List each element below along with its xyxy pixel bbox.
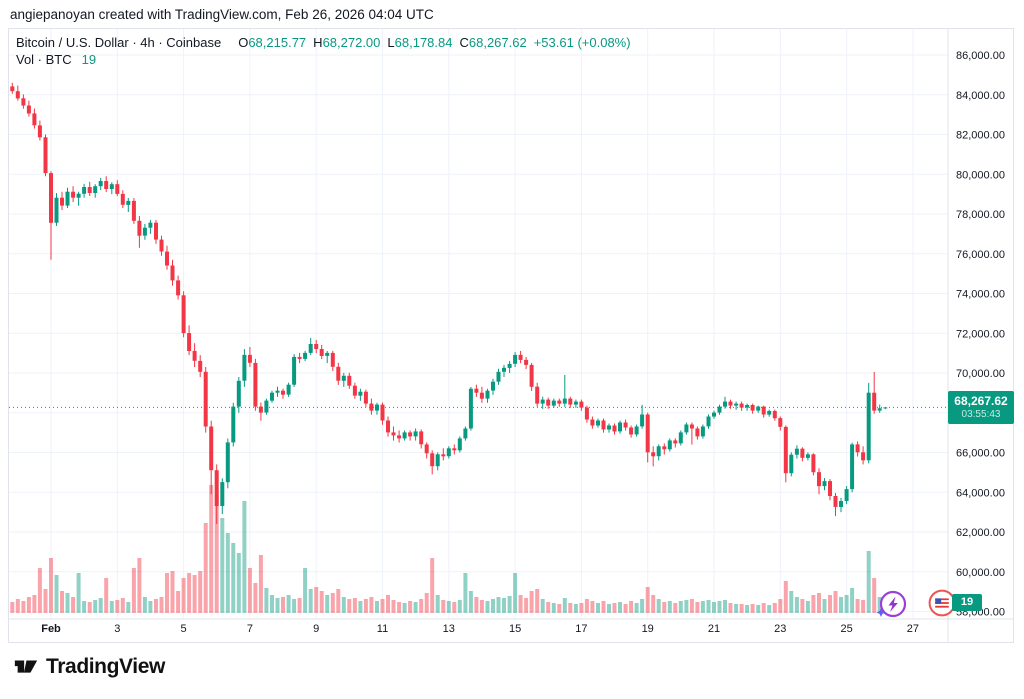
us-flag-icon [935,598,949,608]
low-label: L [387,35,395,50]
chart-plot[interactable]: 86,000.00 84,000.00 82,000.00 80,000.00 78,0… [9,29,1013,642]
svg-text:70,000.00: 70,000.00 [956,368,1005,380]
svg-text:25: 25 [840,623,852,635]
grid [9,29,948,619]
svg-text:64,000.00: 64,000.00 [956,487,1005,499]
svg-text:62,000.00: 62,000.00 [956,527,1005,539]
high-value: 68,272.00 [322,35,381,50]
price-axis[interactable]: 86,000.00 84,000.00 82,000.00 80,000.00 78,0… [956,50,1005,619]
svg-text:86,000.00: 86,000.00 [956,50,1005,62]
close-value: 68,267.62 [468,35,527,50]
close-label: C [459,35,469,50]
svg-text:82,000.00: 82,000.00 [956,130,1005,142]
svg-text:9: 9 [313,623,319,635]
volume-axis-badge: 19 [952,594,982,611]
svg-text:13: 13 [443,623,455,635]
sparkle-icon [876,608,886,617]
svg-text:78,000.00: 78,000.00 [956,209,1005,221]
svg-text:7: 7 [247,623,253,635]
lightning-bolt-icon [888,596,898,612]
tradingview-wordmark: TradingView [46,655,165,678]
volume-series [10,485,888,613]
svg-text:76,000.00: 76,000.00 [956,249,1005,261]
change-value: +53.61 (+0.08%) [533,35,631,50]
svg-text:80,000.00: 80,000.00 [956,169,1005,181]
open-value: 68,215.77 [248,35,307,50]
svg-text:17: 17 [575,623,587,635]
chart-legend: Bitcoin / U.S. Dollar · 4h · Coinbase O68… [16,34,631,68]
candlestick-series [10,82,888,525]
svg-text:84,000.00: 84,000.00 [956,90,1005,102]
svg-text:27: 27 [907,623,919,635]
svg-text:19: 19 [642,623,654,635]
chart-frame: 86,000.00 84,000.00 82,000.00 80,000.00 78,0… [8,28,1014,643]
svg-text:15: 15 [509,623,521,635]
svg-text:66,000.00: 66,000.00 [956,448,1005,460]
svg-text:11: 11 [377,623,388,635]
high-label: H [313,35,323,50]
svg-text:3: 3 [114,623,120,635]
svg-text:74,000.00: 74,000.00 [956,289,1005,301]
svg-text:60,000.00: 60,000.00 [956,567,1005,579]
bar-countdown: 03:55:43 [961,409,1001,420]
symbol-title[interactable]: Bitcoin / U.S. Dollar · 4h · Coinbase [16,35,222,50]
open-label: O [238,35,249,50]
tradingview-logo[interactable]: TradingView [13,654,165,680]
svg-text:23: 23 [774,623,786,635]
time-axis[interactable]: Feb 3 5 7 9 11 13 15 17 19 21 23 25 27 [41,623,919,635]
sparkle-lightning-event-icon[interactable] [873,587,909,623]
svg-text:72,000.00: 72,000.00 [956,328,1005,340]
volume-value: 19 [81,52,97,67]
svg-text:Feb: Feb [41,623,61,635]
tradingview-logo-icon [14,660,38,673]
current-price-label: 68,267.62 03:55:43 [948,391,1014,424]
legend-row-symbol: Bitcoin / U.S. Dollar · 4h · Coinbase O68… [16,34,631,51]
svg-text:5: 5 [181,623,187,635]
attribution-text: angiepanoyan created with TradingView.co… [10,7,434,22]
svg-text:21: 21 [708,623,720,635]
volume-study-label[interactable]: Vol · BTC [16,52,72,67]
legend-row-volume: Vol · BTC 19 [16,51,631,68]
low-value: 68,178.84 [394,35,453,50]
current-price-value: 68,267.62 [954,394,1008,408]
